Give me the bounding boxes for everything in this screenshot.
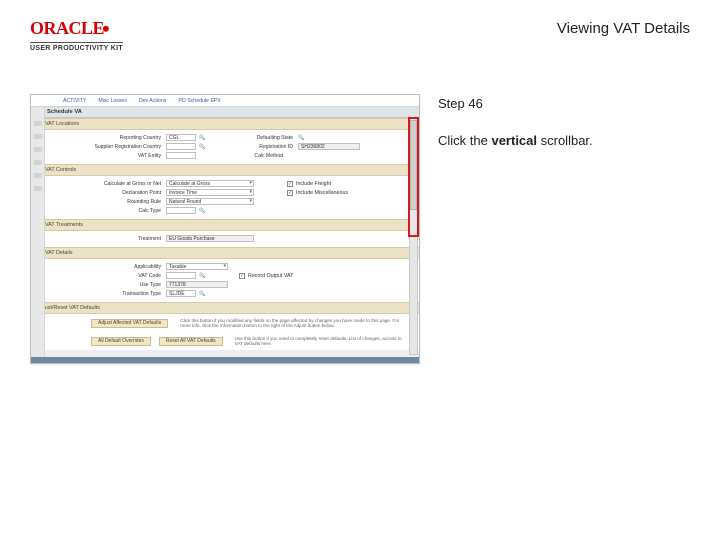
oracle-logo-dot: • [102, 16, 109, 41]
lookup-icon[interactable]: 🔍 [199, 272, 206, 279]
label-use-type: Use Type [91, 282, 163, 288]
field-transaction-type[interactable]: SLJDE [166, 290, 196, 297]
content-area: ACTIVITY Misc Losses Dev Actions PO Sche… [0, 60, 720, 364]
section-locations-title: VAT Locations [45, 121, 79, 127]
tab-4[interactable]: PO Schedule EPX [176, 97, 222, 106]
lookup-icon[interactable]: 🔍 [199, 134, 206, 141]
section-adjust: Adjust/Reset VAT Defaults [31, 302, 420, 314]
lookup-icon[interactable]: 🔍 [199, 143, 206, 150]
label-rounding-rule: Rounding Rule [91, 199, 163, 205]
section-locations[interactable]: ▼ VAT Locations [31, 118, 420, 130]
instruction-panel: Step 46 Click the vertical scrollbar. [438, 94, 690, 364]
label-calc-method: Calc Method [229, 153, 285, 159]
select-calc-gross-net[interactable]: Calculate at Gross [166, 180, 254, 187]
lookup-icon[interactable]: 🔍 [199, 207, 206, 214]
label-treatment: Treatment [91, 236, 163, 242]
field-use-type: 771378 [166, 281, 228, 288]
field-reporting-country[interactable]: CGL [166, 134, 196, 141]
adjust-note: Click this button if you modified any fi… [176, 318, 415, 328]
section-treatments[interactable]: ▼ VAT Treatments [31, 219, 420, 231]
page-header: ORACLE• USER PRODUCTIVITY KIT Viewing VA… [0, 0, 720, 60]
field-calc-type[interactable] [166, 207, 196, 214]
panel-details: Applicability Taxable VAT Code 🔍 ✓ Recor… [31, 259, 420, 302]
field-treatment: EU Goods Purchase [166, 235, 254, 242]
oracle-logo: ORACLE• [30, 14, 123, 40]
label-vat-entity: VAT Entity [91, 153, 163, 159]
select-declaration-point[interactable]: Invoice Time [166, 189, 254, 196]
label-applicability: Applicability [91, 264, 163, 270]
reset-row: All Default Overrides Reset All VAT Defa… [31, 332, 420, 350]
scrollbar-thumb[interactable] [410, 120, 417, 210]
label-transaction-type: Transaction Type [91, 291, 163, 297]
section-adjust-title: Adjust/Reset VAT Defaults [37, 305, 100, 311]
app-screenshot: ACTIVITY Misc Losses Dev Actions PO Sche… [30, 94, 420, 364]
lookup-icon[interactable]: 🔍 [199, 290, 206, 297]
instr-prefix: Click the [438, 133, 491, 148]
tab-2[interactable]: Misc Losses [96, 97, 129, 106]
panel-locations: Reporting Country CGL 🔍 Defaulting State… [31, 130, 420, 164]
vertical-scrollbar[interactable] [409, 117, 418, 355]
section-details[interactable]: ▼ VAT Details [31, 247, 420, 259]
adjust-button[interactable]: Adjust Affected VAT Defaults [91, 319, 168, 328]
section-treatments-title: VAT Treatments [45, 222, 83, 228]
left-nav-strip [31, 107, 45, 357]
oracle-logo-text: ORACLE [30, 18, 104, 38]
field-vat-code[interactable] [166, 272, 196, 279]
checkbox-record-output[interactable]: ✓ [239, 273, 245, 279]
section-controls[interactable]: ▼ VAT Controls [31, 164, 420, 176]
label-include-freight: Include Freight [296, 181, 331, 187]
label-record-output: Record Output VAT [248, 273, 293, 279]
reset-note: Use this button if you need to completel… [231, 336, 415, 346]
label-vat-code: VAT Code [91, 273, 163, 279]
select-rounding-rule[interactable]: Natural Round [166, 198, 254, 205]
app-window: ACTIVITY Misc Losses Dev Actions PO Sche… [31, 95, 420, 350]
checkbox-include-misc[interactable]: ✓ [287, 190, 293, 196]
label-supplier-reg-country: Supplier Registration Country [91, 144, 163, 150]
label-registration-id: Registration ID [239, 144, 295, 150]
panel-treatments: Treatment EU Goods Purchase [31, 231, 420, 247]
reset-lower-b-button[interactable]: Reset All VAT Defaults [159, 337, 223, 346]
step-label: Step 46 [438, 96, 690, 111]
label-calc-gross-net: Calculate at Gross or Net [91, 181, 163, 187]
label-include-misc: Include Miscellaneous [296, 190, 348, 196]
app-bottom-bar [31, 357, 419, 363]
section-details-title: VAT Details [45, 250, 73, 256]
lookup-icon[interactable]: 🔍 [298, 134, 305, 141]
panel-controls: Calculate at Gross or Net Calculate at G… [31, 176, 420, 219]
label-calc-type: Calc Type [91, 208, 163, 214]
adjust-row: Adjust Affected VAT Defaults Click this … [31, 314, 420, 332]
window-title: PO Schedule VA [31, 107, 420, 118]
field-supplier-reg-country[interactable] [166, 143, 196, 150]
reset-lower-a-button[interactable]: All Default Overrides [91, 337, 151, 346]
field-registration-id: SH236802 [298, 143, 360, 150]
label-defaulting-state: Defaulting State [239, 135, 295, 141]
tab-0[interactable] [49, 97, 53, 106]
label-declaration-point: Declaration Point [91, 190, 163, 196]
checkbox-include-freight[interactable]: ✓ [287, 181, 293, 187]
label-reporting-country: Reporting Country [91, 135, 163, 141]
oracle-logo-block: ORACLE• USER PRODUCTIVITY KIT [30, 14, 123, 52]
tab-1[interactable]: ACTIVITY [61, 97, 88, 106]
select-applicability[interactable]: Taxable [166, 263, 228, 270]
field-vat-entity[interactable] [166, 152, 196, 159]
instr-bold: vertical [491, 133, 537, 148]
app-top-tabs: ACTIVITY Misc Losses Dev Actions PO Sche… [31, 95, 420, 107]
section-controls-title: VAT Controls [45, 167, 76, 173]
instr-suffix: scrollbar. [537, 133, 593, 148]
upk-subline: USER PRODUCTIVITY KIT [30, 42, 123, 52]
instruction-text: Click the vertical scrollbar. [438, 133, 690, 148]
page-title: Viewing VAT Details [557, 14, 690, 37]
tab-3[interactable]: Dev Actions [137, 97, 168, 106]
